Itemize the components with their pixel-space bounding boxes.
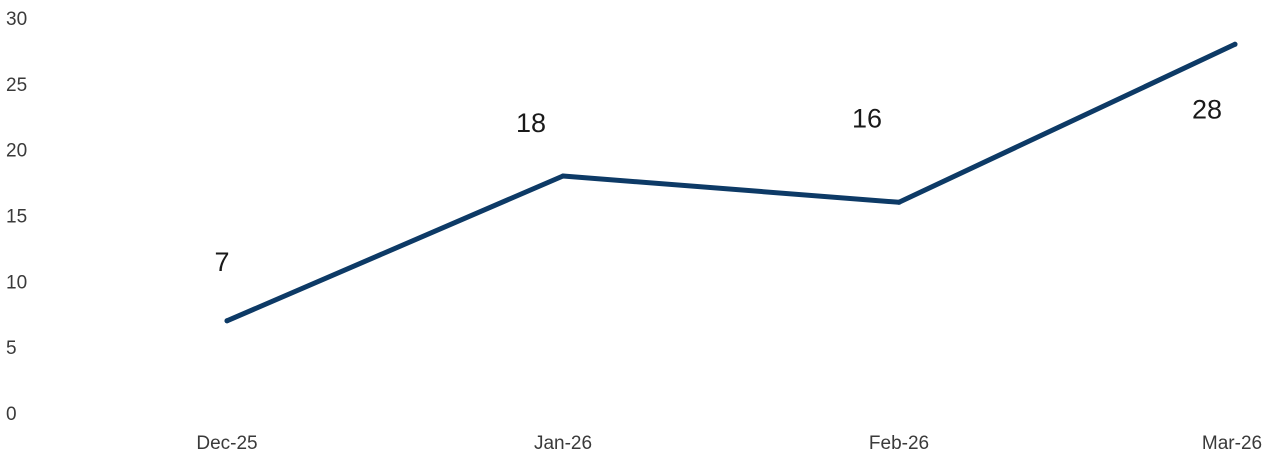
- data-point: [896, 199, 902, 205]
- y-axis: 0 5 10 15 20 25 30: [6, 9, 27, 425]
- data-label: 28: [1192, 94, 1222, 124]
- x-tick-label: Feb-26: [869, 433, 929, 454]
- y-tick-label: 20: [6, 141, 27, 162]
- x-tick-label: Mar-26: [1202, 433, 1262, 454]
- data-label: 16: [852, 103, 882, 133]
- x-axis: Dec-25 Jan-26 Feb-26 Mar-26: [196, 433, 1262, 454]
- data-point: [1232, 41, 1238, 47]
- y-tick-label: 10: [6, 272, 27, 293]
- data-labels: 7 18 16 28: [214, 94, 1222, 277]
- y-tick-label: 30: [6, 9, 27, 30]
- data-point: [224, 318, 230, 324]
- x-tick-label: Jan-26: [534, 433, 592, 454]
- y-tick-label: 15: [6, 207, 27, 228]
- x-tick-label: Dec-25: [196, 433, 257, 454]
- data-label: 7: [214, 247, 229, 277]
- series-layer: [224, 41, 1238, 324]
- y-tick-label: 0: [6, 404, 17, 425]
- y-tick-label: 25: [6, 75, 27, 96]
- series-line: [224, 41, 1238, 324]
- y-tick-label: 5: [6, 338, 17, 359]
- data-label: 18: [516, 108, 546, 138]
- data-point: [560, 173, 566, 179]
